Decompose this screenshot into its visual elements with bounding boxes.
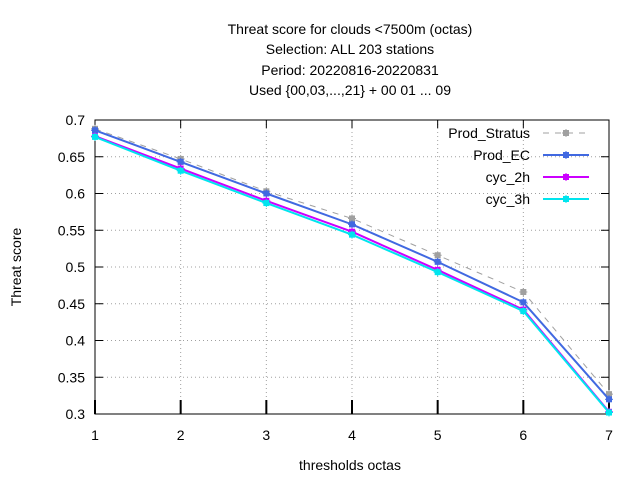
y-tick-label: 0.4 [66,333,86,349]
x-tick-label: 1 [91,427,99,443]
x-tick-label: 5 [434,427,442,443]
title-line-2: Selection: ALL 203 stations [266,41,434,57]
legend-label: cyc_3h [486,191,530,207]
x-tick-label: 4 [348,427,356,443]
title-line-1: Threat score for clouds <7500m (octas) [228,21,473,37]
y-axis-label: Threat score [8,227,24,306]
legend-label: cyc_2h [486,169,530,185]
y-tick-label: 0.5 [66,259,86,275]
chart-title: Threat score for clouds <7500m (octas) S… [228,21,473,98]
x-tick-label: 6 [519,427,527,443]
y-tick-label: 0.45 [58,296,85,312]
series-line [94,135,610,414]
y-tick-label: 0.35 [58,369,85,385]
x-tick-label: 7 [605,427,613,443]
y-tick-label: 0.65 [58,149,85,165]
x-tick-label: 3 [262,427,270,443]
x-tick-label: 2 [177,427,185,443]
legend-label: Prod_Stratus [448,125,530,141]
title-line-3: Period: 20220816-20220831 [261,62,439,78]
legend-label: Prod_EC [473,147,530,163]
grid [95,120,609,414]
y-tick-label: 0.6 [66,186,86,202]
legend: Prod_Stratus Prod_EC cyc_2h cyc_3h [448,125,589,207]
x-axis-label: thresholds octas [299,457,401,473]
y-tick-label: 0.7 [66,112,86,128]
series-line [94,135,610,413]
axis-ticks: 0.3 0.35 0.4 0.45 0.5 0.55 0.6 0.65 0.7 1 2 3 4 5 6 7 [58,112,613,443]
title-line-4: Used {00,03,...,21} + 00 01 ... 09 [249,82,451,98]
y-tick-label: 0.3 [66,406,86,422]
y-tick-label: 0.55 [58,222,85,238]
series-lines [91,124,613,417]
